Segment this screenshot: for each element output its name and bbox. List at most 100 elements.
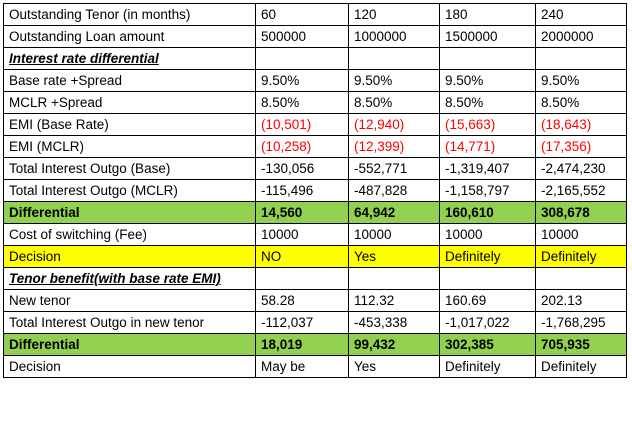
value-cell[interactable]: 9.50% xyxy=(535,69,627,92)
value-cell[interactable]: -112,037 xyxy=(255,311,349,334)
table-row: Base rate +Spread 9.50% 9.50% 9.50% 9.50% xyxy=(3,69,627,92)
row-label-cell[interactable]: Decision xyxy=(3,355,256,378)
row-label-cell[interactable]: Differential xyxy=(3,333,256,356)
value-cell[interactable]: 1000000 xyxy=(348,25,440,48)
value-cell[interactable]: 10000 xyxy=(535,223,627,246)
loan-comparison-table: Outstanding Tenor (in months) 60 120 180 240… xyxy=(3,3,627,378)
value-cell[interactable]: (18,643) xyxy=(535,113,627,136)
empty-cell[interactable] xyxy=(255,267,349,290)
row-label-cell[interactable]: MCLR +Spread xyxy=(3,91,256,114)
value-cell[interactable]: -2,474,230 xyxy=(535,157,627,180)
value-cell[interactable]: Definitely xyxy=(535,245,627,268)
table-row: Outstanding Tenor (in months) 60 120 180 240 xyxy=(3,3,627,26)
value-cell[interactable]: 1500000 xyxy=(439,25,536,48)
table-row: MCLR +Spread 8.50% 8.50% 8.50% 8.50% xyxy=(3,91,627,114)
differential-row: Differential 14,560 64,942 160,610 308,678 xyxy=(3,201,627,224)
value-cell[interactable]: (10,258) xyxy=(255,135,349,158)
value-cell[interactable]: 14,560 xyxy=(255,201,349,224)
row-label-cell[interactable]: Outstanding Tenor (in months) xyxy=(3,3,256,26)
value-cell[interactable]: 180 xyxy=(439,3,536,26)
value-cell[interactable]: 112.32 xyxy=(348,289,440,312)
row-label-cell[interactable]: Total Interest Outgo (MCLR) xyxy=(3,179,256,202)
value-cell[interactable]: (10,501) xyxy=(255,113,349,136)
value-cell[interactable]: 705,935 xyxy=(535,333,627,356)
value-cell[interactable]: Definitely xyxy=(439,355,536,378)
value-cell[interactable]: -1,017,022 xyxy=(439,311,536,334)
value-cell[interactable]: -2,165,552 xyxy=(535,179,627,202)
value-cell[interactable]: -115,496 xyxy=(255,179,349,202)
value-cell[interactable]: 10000 xyxy=(348,223,440,246)
value-cell[interactable]: Definitely xyxy=(535,355,627,378)
value-cell[interactable]: 8.50% xyxy=(439,91,536,114)
value-cell[interactable]: -487,828 xyxy=(348,179,440,202)
section-title-tenor-benefit[interactable]: Tenor benefit(with base rate EMI) xyxy=(3,267,256,290)
value-cell[interactable]: 8.50% xyxy=(348,91,440,114)
table-row: Total Interest Outgo in new tenor -112,03… xyxy=(3,311,627,334)
value-cell[interactable]: -1,319,407 xyxy=(439,157,536,180)
value-cell[interactable]: 9.50% xyxy=(255,69,349,92)
value-cell[interactable]: 202.13 xyxy=(535,289,627,312)
value-cell[interactable]: 160.69 xyxy=(439,289,536,312)
value-cell[interactable]: NO xyxy=(255,245,349,268)
row-label-cell[interactable]: Outstanding Loan amount xyxy=(3,25,256,48)
value-cell[interactable]: 240 xyxy=(535,3,627,26)
empty-cell[interactable] xyxy=(439,267,536,290)
value-cell[interactable]: 10000 xyxy=(439,223,536,246)
section-header-row: Interest rate differential xyxy=(3,47,627,70)
value-cell[interactable]: 58.28 xyxy=(255,289,349,312)
table-row: Cost of switching (Fee) 10000 10000 10000 10… xyxy=(3,223,627,246)
value-cell[interactable]: (14,771) xyxy=(439,135,536,158)
value-cell[interactable]: 8.50% xyxy=(535,91,627,114)
row-label-cell[interactable]: New tenor xyxy=(3,289,256,312)
decision-row: Decision May be Yes Definitely Definitely xyxy=(3,355,627,378)
row-label-cell[interactable]: EMI (MCLR) xyxy=(3,135,256,158)
value-cell[interactable]: 18,019 xyxy=(255,333,349,356)
table-row: EMI (MCLR) (10,258) (12,399) (14,771) (17,35… xyxy=(3,135,627,158)
table-row: Outstanding Loan amount 500000 1000000 1500… xyxy=(3,25,627,48)
value-cell[interactable]: -453,338 xyxy=(348,311,440,334)
row-label-cell[interactable]: Total Interest Outgo in new tenor xyxy=(3,311,256,334)
empty-cell[interactable] xyxy=(348,47,440,70)
value-cell[interactable]: 9.50% xyxy=(348,69,440,92)
table-row: New tenor 58.28 112.32 160.69 202.13 xyxy=(3,289,627,312)
value-cell[interactable]: -552,771 xyxy=(348,157,440,180)
row-label-cell[interactable]: EMI (Base Rate) xyxy=(3,113,256,136)
value-cell[interactable]: (12,399) xyxy=(348,135,440,158)
value-cell[interactable]: 120 xyxy=(348,3,440,26)
value-cell[interactable]: -130,056 xyxy=(255,157,349,180)
value-cell[interactable]: 99,432 xyxy=(348,333,440,356)
value-cell[interactable]: 2000000 xyxy=(535,25,627,48)
value-cell[interactable]: 500000 xyxy=(255,25,349,48)
section-title-interest-rate-differential[interactable]: Interest rate differential xyxy=(3,47,256,70)
value-cell[interactable]: 9.50% xyxy=(439,69,536,92)
row-label-cell[interactable]: Total Interest Outgo (Base) xyxy=(3,157,256,180)
value-cell[interactable]: -1,158,797 xyxy=(439,179,536,202)
empty-cell[interactable] xyxy=(348,267,440,290)
value-cell[interactable]: 308,678 xyxy=(535,201,627,224)
value-cell[interactable]: Definitely xyxy=(439,245,536,268)
value-cell[interactable]: 302,385 xyxy=(439,333,536,356)
table-row: Total Interest Outgo (Base) -130,056 -552,… xyxy=(3,157,627,180)
empty-cell[interactable] xyxy=(535,267,627,290)
table-row: EMI (Base Rate) (10,501) (12,940) (15,663)(… xyxy=(3,113,627,136)
value-cell[interactable]: 64,942 xyxy=(348,201,440,224)
value-cell[interactable]: -1,768,295 xyxy=(535,311,627,334)
row-label-cell[interactable]: Base rate +Spread xyxy=(3,69,256,92)
empty-cell[interactable] xyxy=(439,47,536,70)
value-cell[interactable]: (15,663) xyxy=(439,113,536,136)
empty-cell[interactable] xyxy=(255,47,349,70)
value-cell[interactable]: (17,356) xyxy=(535,135,627,158)
row-label-cell[interactable]: Decision xyxy=(3,245,256,268)
value-cell[interactable]: 60 xyxy=(255,3,349,26)
value-cell[interactable]: May be xyxy=(255,355,349,378)
empty-cell[interactable] xyxy=(535,47,627,70)
value-cell[interactable]: Yes xyxy=(348,355,440,378)
row-label-cell[interactable]: Cost of switching (Fee) xyxy=(3,223,256,246)
value-cell[interactable]: 10000 xyxy=(255,223,349,246)
value-cell[interactable]: Yes xyxy=(348,245,440,268)
value-cell[interactable]: 160,610 xyxy=(439,201,536,224)
value-cell[interactable]: 8.50% xyxy=(255,91,349,114)
table-row: Total Interest Outgo (MCLR) -115,496 -487,… xyxy=(3,179,627,202)
row-label-cell[interactable]: Differential xyxy=(3,201,256,224)
value-cell[interactable]: (12,940) xyxy=(348,113,440,136)
